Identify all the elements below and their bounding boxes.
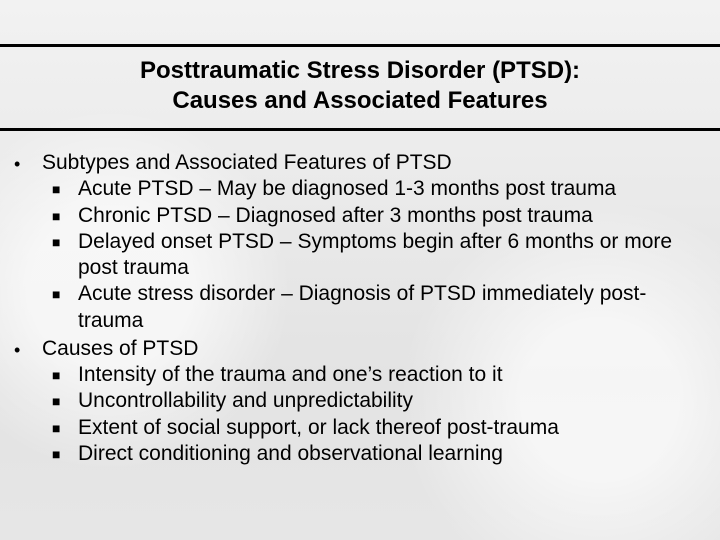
list-item-text: Chronic PTSD – Diagnosed after 3 months … <box>78 203 706 229</box>
slide-body: • Subtypes and Associated Features of PT… <box>14 148 706 467</box>
bottom-rule <box>0 128 720 131</box>
list-item-text: Direct conditioning and observational le… <box>78 441 706 467</box>
list-item-text: Uncontrollability and unpredictability <box>78 388 706 414</box>
dot-bullet-icon: • <box>14 339 42 362</box>
top-rule <box>0 44 720 47</box>
list-item: ■ Delayed onset PTSD – Symptoms begin af… <box>52 229 706 282</box>
title-line-2: Causes and Associated Features <box>0 86 720 116</box>
list-item: • Causes of PTSD <box>14 336 706 362</box>
title-line-1: Posttraumatic Stress Disorder (PTSD): <box>0 56 720 86</box>
square-bullet-icon: ■ <box>52 446 78 464</box>
list-item-text: Causes of PTSD <box>42 336 706 362</box>
square-bullet-icon: ■ <box>52 234 78 252</box>
list-item-text: Delayed onset PTSD – Symptoms begin afte… <box>78 229 706 282</box>
slide-title: Posttraumatic Stress Disorder (PTSD): Ca… <box>0 56 720 116</box>
dot-bullet-icon: • <box>14 153 42 176</box>
list-item: ■ Acute PTSD – May be diagnosed 1-3 mont… <box>52 176 706 202</box>
list-item: ■ Direct conditioning and observational … <box>52 441 706 467</box>
square-bullet-icon: ■ <box>52 208 78 226</box>
square-bullet-icon: ■ <box>52 181 78 199</box>
list-item-text: Acute PTSD – May be diagnosed 1-3 months… <box>78 176 706 202</box>
list-item-text: Intensity of the trauma and one’s reacti… <box>78 362 706 388</box>
list-item: ■ Chronic PTSD – Diagnosed after 3 month… <box>52 203 706 229</box>
list-item: ■ Acute stress disorder – Diagnosis of P… <box>52 281 706 334</box>
list-item-text: Extent of social support, or lack thereo… <box>78 415 706 441</box>
list-item: ■ Extent of social support, or lack ther… <box>52 415 706 441</box>
list-item-text: Subtypes and Associated Features of PTSD <box>42 150 706 176</box>
slide: Posttraumatic Stress Disorder (PTSD): Ca… <box>0 0 720 540</box>
list-item: ■ Uncontrollability and unpredictability <box>52 388 706 414</box>
square-bullet-icon: ■ <box>52 393 78 411</box>
list-item: ■ Intensity of the trauma and one’s reac… <box>52 362 706 388</box>
square-bullet-icon: ■ <box>52 420 78 438</box>
square-bullet-icon: ■ <box>52 286 78 304</box>
square-bullet-icon: ■ <box>52 367 78 385</box>
list-item: • Subtypes and Associated Features of PT… <box>14 150 706 176</box>
list-item-text: Acute stress disorder – Diagnosis of PTS… <box>78 281 706 334</box>
